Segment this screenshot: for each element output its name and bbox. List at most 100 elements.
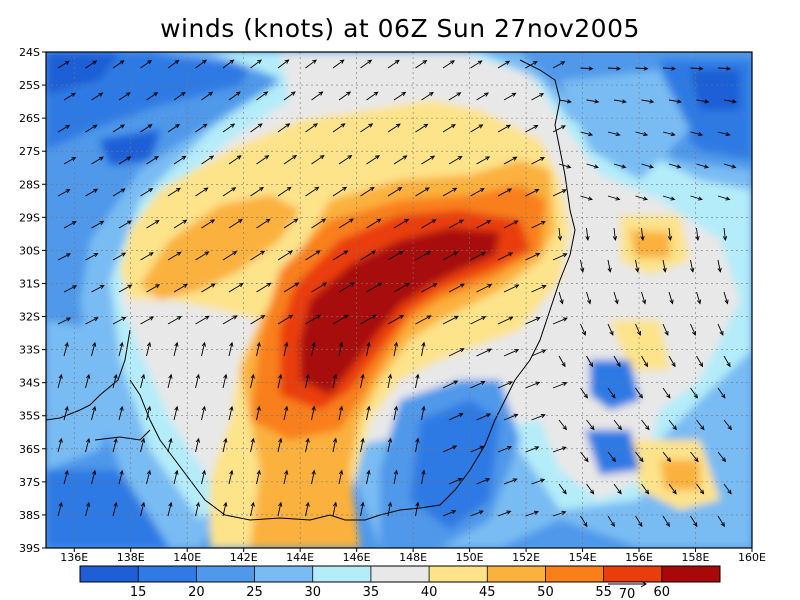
wind-vector [580,67,593,70]
wind-vector-head [311,469,316,475]
wind-vector-head [486,220,492,225]
wind-vector [470,316,486,325]
wind-vector [607,515,615,527]
colorbar-swatch [196,566,255,582]
wind-vector [662,259,666,272]
wind-vector-head [232,251,238,256]
wind-vector [173,342,178,357]
wind-vector-head [113,437,118,443]
reference-vector-label: 70 [619,587,636,600]
wind-vector [250,438,254,453]
wind-vector [662,515,670,527]
wind-vector [256,282,271,293]
wind-vector [635,451,644,462]
wind-vector [366,406,370,421]
wind-vector [503,220,518,229]
wind-vector-head [315,250,321,255]
wind-vector [525,189,539,197]
wind-vector-head [584,457,589,463]
wind-vector [63,92,76,101]
wind-vector-head [693,393,698,399]
colorbar-label: 35 [363,585,380,600]
wind-vector [146,92,158,101]
colorbar-label: 50 [537,585,554,600]
wind-vector-head [256,469,261,475]
wind-vector-head [72,285,78,290]
wind-vector [662,67,676,70]
wind-vector [222,187,236,197]
wind-vector-head [92,341,97,347]
wind-vector-head [721,393,726,399]
colorbar-swatch [312,566,371,582]
wind-vector-head [99,285,105,290]
wind-vector [470,124,483,133]
wind-vector [580,515,588,527]
wind-vector [586,419,595,430]
wind-vector-head [535,252,541,257]
wind-vector-head [175,123,181,129]
lat-label: 36S [19,443,40,456]
wind-vector-head [265,218,271,223]
lon-label: 156E [625,551,653,564]
wind-vector [85,438,90,453]
wind-vector-head [562,425,567,431]
wind-vector-head [590,425,595,431]
wind-vector-head [266,282,272,287]
wind-vector-head [692,330,696,336]
wind-vector [696,419,705,430]
wind-vector [442,124,456,133]
wind-vector [195,187,208,197]
wind-vector [635,323,641,336]
wind-vector-head [666,457,672,463]
wind-vector [690,259,694,272]
wind-vector [717,67,731,70]
wind-vector [393,91,406,101]
wind-vector-head [168,373,173,379]
wind-vector-head [121,252,127,257]
wind-vector-head [404,218,410,224]
wind-vector [415,502,419,517]
wind-vector-head [727,425,732,431]
wind-vector [607,451,616,462]
wind-vector [613,483,622,494]
wind-vector [387,315,404,325]
wind-vector [558,483,567,494]
wind-vector-head [415,437,420,443]
lat-label: 25S [19,79,40,92]
wind-vector-head [229,405,234,411]
wind-vector-head [588,362,594,368]
wind-vector [635,195,648,200]
wind-vector [531,478,545,485]
lon-label: 160E [738,551,766,564]
wind-vector-head [512,478,518,483]
wind-vector [635,387,643,399]
wind-vector-head [426,315,432,320]
lat-label: 34S [19,377,40,390]
wind-vector-head [534,446,540,451]
wind-vector-head [616,66,622,71]
wind-vector-head [387,373,393,379]
wind-vector [332,314,349,325]
wind-vector [717,387,726,399]
wind-vector [305,374,309,389]
wind-vector [332,59,345,69]
wind-vector [580,323,586,336]
wind-vector [338,155,352,165]
wind-vector [690,387,698,399]
wind-vector [552,317,568,325]
wind-vector-head [146,469,152,475]
wind-vector-head [86,501,91,507]
wind-vector-head [583,522,588,528]
wind-vector-head [533,510,539,515]
wind-vector [558,419,567,430]
wind-vector [195,502,200,517]
wind-vector [696,355,703,367]
wind-vector-head [507,446,513,450]
wind-vector [442,445,457,453]
wind-vector-head [204,251,210,256]
wind-vector-head [535,381,541,386]
wind-vector-head [486,413,492,418]
wind-vector-head [453,380,459,385]
wind-vector-head [290,91,296,96]
